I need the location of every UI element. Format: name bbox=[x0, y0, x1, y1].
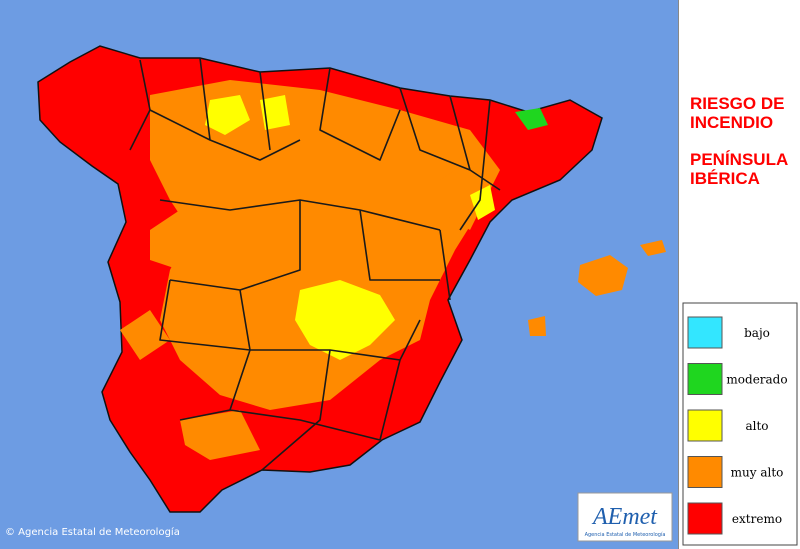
legend: bajo moderado alto muy alto extremo bbox=[687, 316, 788, 535]
region-alto bbox=[205, 95, 495, 360]
legend-label: alto bbox=[745, 419, 768, 433]
spain-map bbox=[37, 45, 666, 513]
region-muy-alto bbox=[150, 80, 500, 410]
legend-label: moderado bbox=[726, 373, 787, 387]
logo-subtitle: Agencia Estatal de Meteorología bbox=[585, 531, 666, 538]
title: RIESGO DE INCENDIO PENÍNSULA IBÉRICA bbox=[690, 94, 788, 188]
legend-label: muy alto bbox=[731, 466, 784, 480]
province-borders bbox=[129, 57, 501, 471]
region-muy-alto bbox=[120, 160, 490, 460]
logo-name: AEmet bbox=[591, 504, 658, 530]
legend-swatch bbox=[687, 409, 723, 442]
region-moderado bbox=[515, 108, 548, 130]
legend-label: extremo bbox=[732, 512, 782, 526]
title-line: RIESGO DE bbox=[690, 94, 784, 113]
logo: AEmet Agencia Estatal de Meteorología bbox=[577, 492, 673, 542]
legend-swatch bbox=[687, 316, 723, 349]
legend-label: bajo bbox=[744, 326, 770, 340]
copyright: © Agencia Estatal de Meteorología bbox=[5, 526, 180, 538]
legend-swatch bbox=[687, 363, 723, 395]
legend-swatch bbox=[687, 502, 723, 535]
title-line: INCENDIO bbox=[690, 113, 773, 132]
title-line: PENÍNSULA bbox=[690, 150, 788, 169]
logo-box bbox=[577, 492, 673, 542]
title-line: IBÉRICA bbox=[690, 169, 760, 188]
region-muy-alto bbox=[528, 240, 666, 336]
legend-swatch bbox=[687, 456, 723, 488]
